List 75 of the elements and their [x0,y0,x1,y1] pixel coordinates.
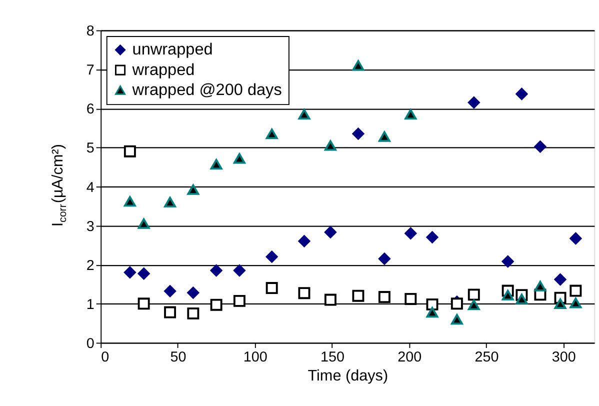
x-tick-label: 0 [101,349,110,366]
point [404,227,417,240]
point [187,286,200,299]
point [378,252,390,265]
point [426,298,438,310]
point [502,290,514,300]
y-tick-label: 8 [86,24,94,40]
point [298,287,310,300]
point [324,226,336,238]
x-axis-title: Time (days) [308,368,388,385]
point [324,140,336,151]
point [187,184,200,195]
point [426,306,438,318]
y-tick-label: 0 [86,336,94,352]
y-tick-label: 1 [86,296,94,313]
x-tick-label: 50 [170,349,186,366]
point [534,140,546,153]
point [554,298,566,309]
point [570,284,582,297]
legend-label: unwrapped [132,40,213,59]
point [570,232,582,244]
point [298,235,310,248]
y-axis-title: Icorr(µA/cm²) [49,144,70,227]
y-tick-label: 7 [86,62,94,79]
point [210,298,222,311]
point [124,145,136,158]
point [124,266,136,278]
y-tick-label: 3 [86,218,94,235]
point [352,60,364,71]
point [378,291,390,304]
point [138,218,150,229]
x-tick-label: 300 [552,349,576,366]
x-tick-label: 200 [398,349,422,366]
point [516,88,528,100]
point [124,196,136,207]
point [554,273,566,286]
point [534,280,546,292]
point [187,307,200,320]
point [516,294,528,304]
point [266,282,278,294]
point [378,131,390,142]
point [570,298,582,308]
y-tick-label: 2 [86,258,94,274]
point [298,108,310,120]
point [164,196,176,208]
point [210,264,222,276]
point [138,298,150,310]
point [468,288,480,301]
point [426,231,438,244]
point [450,314,463,325]
point [266,128,278,140]
point [324,294,336,306]
x-tick-label: 100 [243,349,268,366]
point [468,300,480,310]
point [233,294,246,307]
point [468,96,480,109]
point [352,290,364,302]
legend-label: wrapped [131,60,195,79]
point [138,268,150,280]
point [266,250,278,263]
legend-label: wrapped @200 days [131,80,282,99]
point [233,153,246,164]
point [164,285,176,298]
point [502,256,514,268]
y-tick-label: 4 [86,180,94,196]
x-tick-label: 150 [320,349,344,366]
y-tick-label: 6 [86,102,94,118]
x-tick-label: 250 [474,349,499,366]
point [233,264,246,276]
point [210,158,222,170]
point [164,306,176,318]
point [450,298,463,310]
y-tick-label: 5 [86,140,94,157]
point [404,108,417,120]
point [352,128,364,140]
